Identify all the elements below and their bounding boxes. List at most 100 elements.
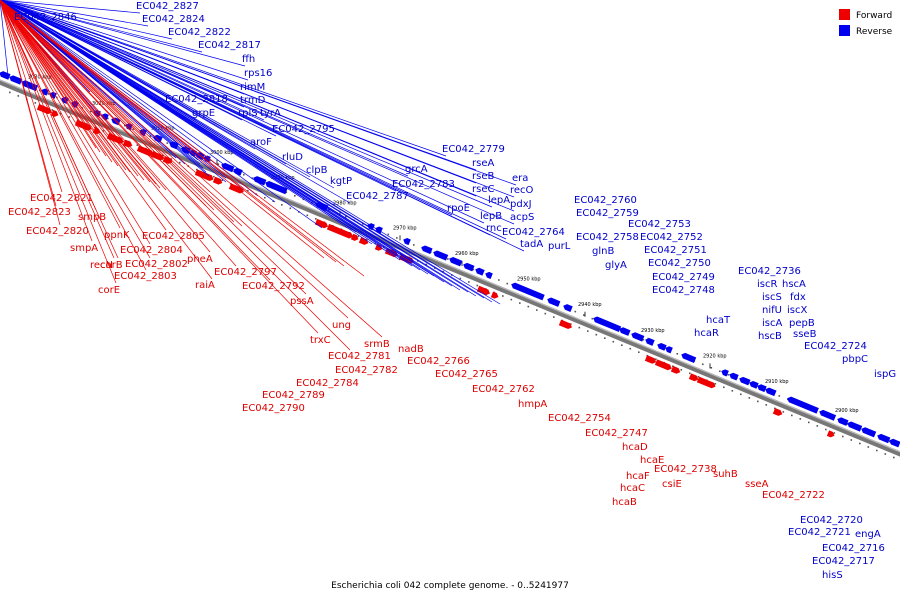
gene-label-ec042-2846: EC042_2846 — [14, 12, 77, 23]
gene-label-ec042-2720: EC042_2720 — [800, 515, 863, 526]
tick-dot — [289, 207, 292, 210]
gene-label-ec042-2753: EC042_2753 — [628, 219, 691, 230]
reverse-gene-block — [837, 417, 849, 426]
forward-gene-block — [772, 408, 783, 416]
tick-dot — [574, 310, 577, 313]
gene-label-tada: tadA — [520, 239, 543, 250]
gene-label-rpoe: rpoE — [447, 203, 470, 214]
gene-label-hsca: hscA — [782, 279, 806, 290]
tick-dot — [459, 277, 462, 280]
tick-dot — [362, 223, 364, 225]
tick-dot — [47, 93, 50, 95]
gene-label-rseb: rseB — [472, 171, 494, 182]
gene-label-ec042-2818: EC042_2818 — [165, 94, 228, 105]
tick-dot — [107, 117, 109, 120]
gene-label-ec042-2751: EC042_2751 — [644, 245, 707, 256]
gene-label-purl: purL — [548, 241, 571, 252]
gene-label-ec042-2784: EC042_2784 — [296, 378, 359, 389]
tick-dot — [587, 330, 589, 332]
leader-line — [0, 0, 515, 225]
tick-dot — [472, 268, 475, 271]
leader-line — [0, 0, 276, 203]
gene-label-reco: recO — [510, 185, 534, 196]
gene-label-sseb: sseB — [793, 329, 817, 340]
tick-dot — [629, 347, 632, 350]
leader-line — [0, 0, 319, 334]
scale-tick-label: 2920 kbp — [703, 353, 727, 359]
tick-dot — [748, 397, 751, 399]
tick-dot — [642, 338, 645, 341]
gene-label-grpe: grpE — [192, 108, 215, 119]
tick-dot — [243, 173, 245, 176]
gene-label-ec042-2721: EC042_2721 — [788, 527, 851, 538]
gene-label-ung: ung — [332, 320, 351, 331]
leader-line — [0, 0, 210, 177]
gene-label-pepb: pepB — [789, 318, 815, 329]
forward-gene-block — [688, 373, 699, 382]
legend-forward-label: Forward — [856, 11, 892, 21]
leader-line — [0, 0, 246, 67]
tick-dot — [578, 326, 581, 329]
leader-line — [0, 0, 507, 240]
tick-dot — [672, 365, 674, 368]
reverse-gene-block — [877, 433, 891, 444]
gene-label-pbpc: pbpC — [842, 354, 868, 365]
leader-line — [0, 0, 213, 280]
gene-label-glya: glyA — [605, 260, 627, 271]
reverse-gene-block — [739, 376, 751, 386]
scale-tick-label: 2960 kbp — [455, 251, 479, 257]
scale-tick-label: 2930 kbp — [641, 328, 665, 334]
gene-label-hiss: hisS — [822, 570, 843, 581]
forward-gene-block — [654, 359, 672, 371]
legend-forward-swatch — [839, 9, 850, 20]
tick-dot — [9, 91, 11, 94]
tick-dot — [179, 161, 181, 164]
gene-label-era: era — [512, 173, 528, 184]
leader-line — [0, 0, 447, 157]
reverse-gene-block — [819, 409, 837, 421]
reverse-gene-block — [511, 282, 545, 301]
tick-dot — [778, 395, 781, 397]
gene-label-ec042-2762: EC042_2762 — [472, 384, 535, 395]
gene-label-ec042-2747: EC042_2747 — [585, 428, 648, 439]
scale-tick-label: 3030 kbp — [28, 75, 52, 81]
gene-label-ec042-2748: EC042_2748 — [652, 285, 715, 296]
tick-dot — [345, 216, 347, 218]
gene-label-pdxj: pdxJ — [510, 199, 532, 210]
tick-dot — [425, 263, 428, 266]
gene-label-enga: engA — [855, 529, 881, 540]
tick-dot — [689, 372, 691, 375]
tick-dot — [68, 116, 71, 118]
tick-dot — [727, 374, 730, 376]
reverse-gene-block — [463, 262, 475, 272]
scale-tick-label: 2970 kbp — [393, 225, 417, 231]
tick-dot — [833, 432, 836, 434]
gene-label-suhb: suhB — [713, 469, 738, 480]
gene-label-nifu: nifU — [762, 305, 782, 316]
leader-line — [0, 0, 63, 193]
gene-label-ec042-2823: EC042_2823 — [8, 207, 71, 218]
tick-dot — [264, 196, 266, 199]
gene-label-ec042-2736: EC042_2736 — [738, 266, 801, 277]
tick-dot — [162, 154, 164, 157]
leader-line — [0, 0, 351, 204]
gene-label-phea: pheA — [187, 254, 213, 265]
tick-dot — [166, 142, 169, 144]
tick-dot — [251, 177, 254, 179]
leader-line — [0, 0, 119, 259]
gene-label-ec042-2805: EC042_2805 — [142, 231, 205, 242]
tick-dot — [196, 168, 198, 171]
tick-dot — [328, 209, 330, 211]
gene-label-ec042-2716: EC042_2716 — [822, 543, 885, 554]
forward-gene-block — [326, 223, 353, 239]
reverse-gene-block — [681, 352, 697, 364]
leader-line — [0, 0, 517, 186]
tick-dot — [209, 159, 211, 162]
tick-dot — [124, 124, 126, 127]
reverse-gene-block — [449, 257, 463, 267]
gene-label-ec042-2804: EC042_2804 — [120, 245, 183, 256]
tick-dot — [714, 383, 717, 385]
forward-gene-block — [476, 285, 491, 296]
gene-label-tyra: tyrA — [260, 108, 281, 119]
